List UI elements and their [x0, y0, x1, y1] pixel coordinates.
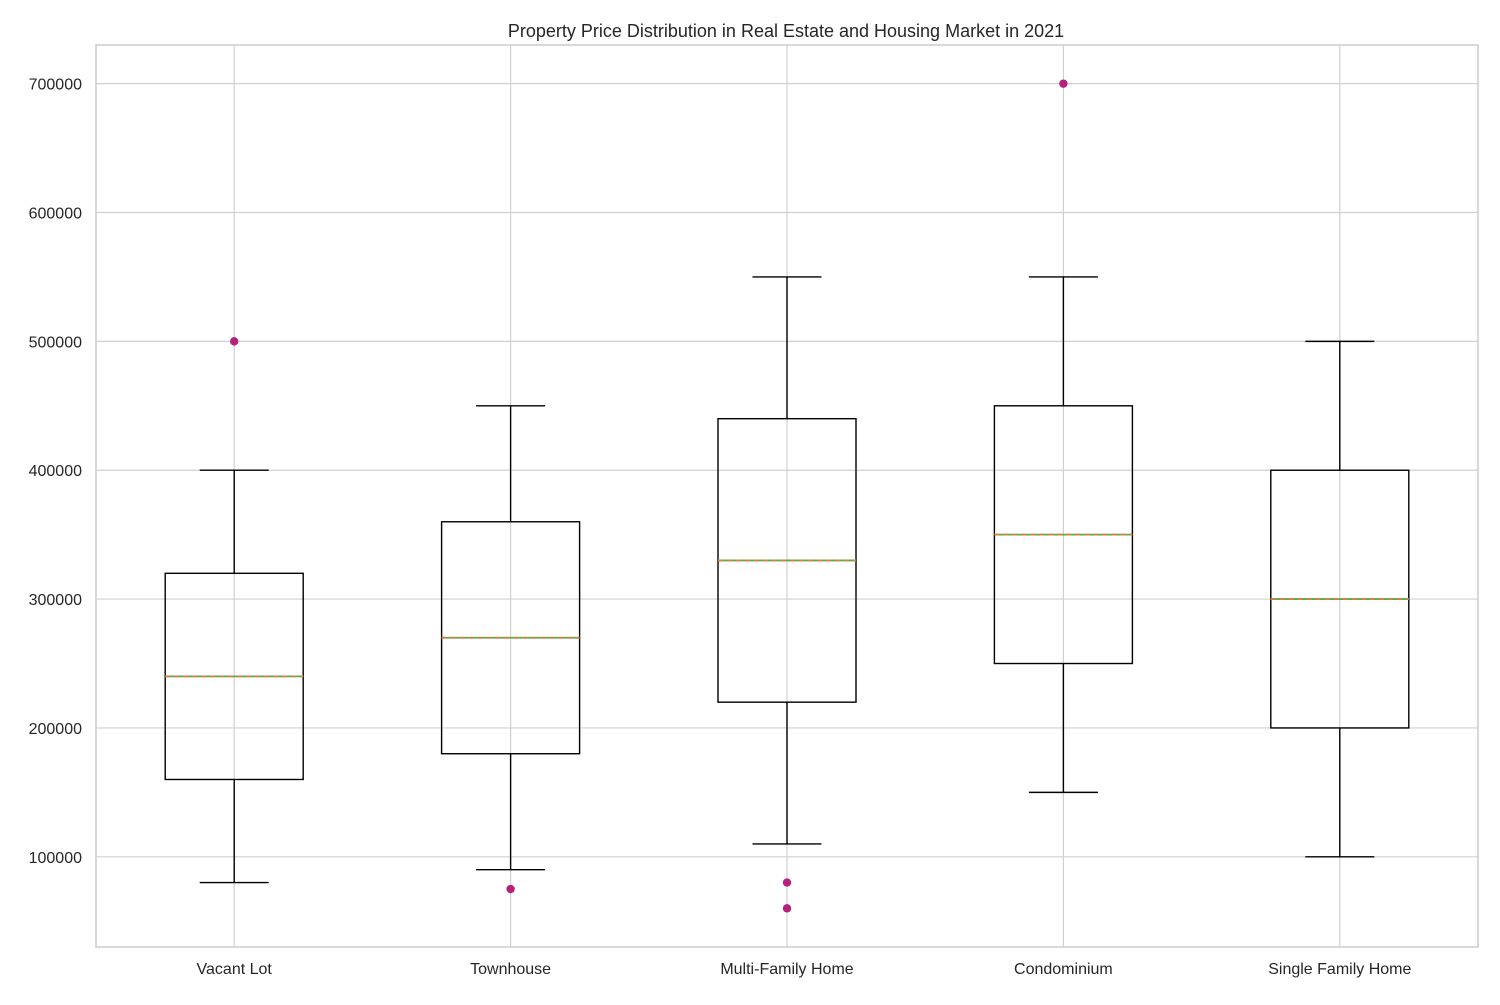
x-tick-label: Multi-Family Home [720, 961, 853, 978]
x-tick-label: Condominium [1014, 961, 1113, 978]
plot-frame [95, 44, 1479, 948]
outlier-point [1059, 79, 1068, 88]
chart-title: Property Price Distribution in Real Esta… [508, 21, 1064, 41]
box-group [1270, 340, 1410, 858]
y-tick-label: 600000 [29, 206, 82, 223]
y-tick-label: 300000 [29, 592, 82, 609]
box-group [164, 337, 304, 884]
box-group [993, 79, 1134, 794]
y-tick-label: 400000 [29, 463, 82, 480]
x-tick-label: Single Family Home [1268, 961, 1411, 978]
box-layer [164, 79, 1410, 913]
outlier-point [230, 337, 239, 346]
y-tick-label: 700000 [29, 77, 82, 94]
x-tick-label: Vacant Lot [197, 961, 273, 978]
y-tick-label: 500000 [29, 334, 82, 351]
box-group [717, 276, 857, 913]
x-tick-label: Townhouse [470, 961, 551, 978]
outlier-point [782, 904, 792, 913]
box-group [440, 405, 581, 894]
y-tick-label: 100000 [29, 850, 82, 867]
outlier-point [506, 884, 515, 894]
y-tick-label: 200000 [29, 721, 82, 738]
outlier-point [782, 878, 792, 887]
tick-layer: 100000 200000 300000 400000 500000 600000 7000… [29, 77, 1412, 978]
